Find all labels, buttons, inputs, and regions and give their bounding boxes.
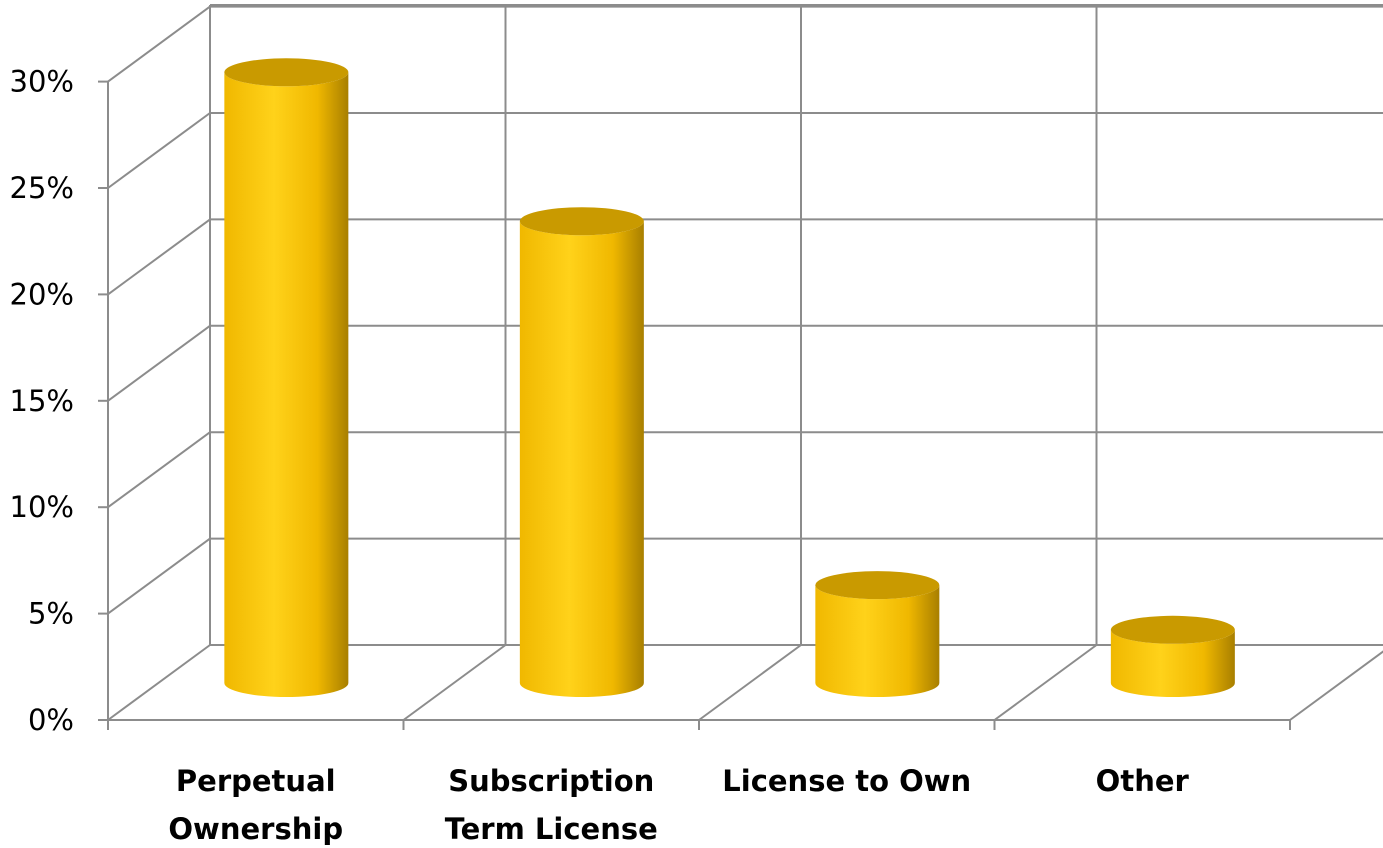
grid-diagonal bbox=[107, 431, 211, 509]
x-tick-label: Term License bbox=[445, 812, 658, 846]
x-tick-label: Other bbox=[1096, 764, 1190, 798]
floor-diagonal bbox=[402, 644, 507, 721]
bar-top bbox=[224, 58, 349, 87]
bar-top bbox=[519, 207, 644, 236]
grid-diagonal bbox=[107, 218, 211, 296]
x-axis: Perpetual Ownership Subscription Term Licen… bbox=[168, 764, 1189, 846]
bar bbox=[224, 58, 349, 698]
bar-body bbox=[1110, 629, 1235, 698]
grid bbox=[107, 4, 1383, 721]
bar bbox=[815, 571, 940, 698]
bar-body bbox=[815, 585, 940, 698]
y-axis: 0% 5% 10% 15% 20% 25% 30% bbox=[10, 65, 1291, 737]
y-tick-label: 30% bbox=[10, 65, 74, 99]
y-tick-label: 5% bbox=[28, 597, 74, 631]
bar-body bbox=[519, 221, 644, 698]
x-tick-label: Ownership bbox=[168, 812, 343, 846]
grid-diagonal bbox=[107, 537, 211, 615]
y-tick-label: 15% bbox=[10, 384, 74, 418]
y-tick-label: 10% bbox=[10, 490, 74, 524]
grid-diagonal bbox=[107, 112, 211, 189]
bar bbox=[519, 207, 644, 698]
y-tick-label: 20% bbox=[10, 277, 74, 311]
bar-body bbox=[224, 72, 349, 698]
floor-diagonal bbox=[1289, 650, 1383, 721]
y-tick-label: 25% bbox=[10, 171, 74, 205]
x-tick-label: License to Own bbox=[722, 764, 971, 798]
x-tick-label: Subscription bbox=[448, 764, 654, 798]
floor-diagonal bbox=[698, 644, 802, 721]
bar-top bbox=[815, 571, 940, 600]
bar bbox=[1110, 615, 1235, 698]
y-tick-label: 0% bbox=[28, 703, 74, 737]
bars bbox=[224, 58, 1235, 698]
floor-diagonal bbox=[993, 644, 1098, 721]
grid-diagonal bbox=[107, 5, 211, 83]
grid-diagonal bbox=[107, 644, 211, 721]
bar-top bbox=[1110, 615, 1235, 644]
grid-diagonal bbox=[107, 324, 211, 402]
x-tick-label: Perpetual bbox=[176, 764, 336, 798]
